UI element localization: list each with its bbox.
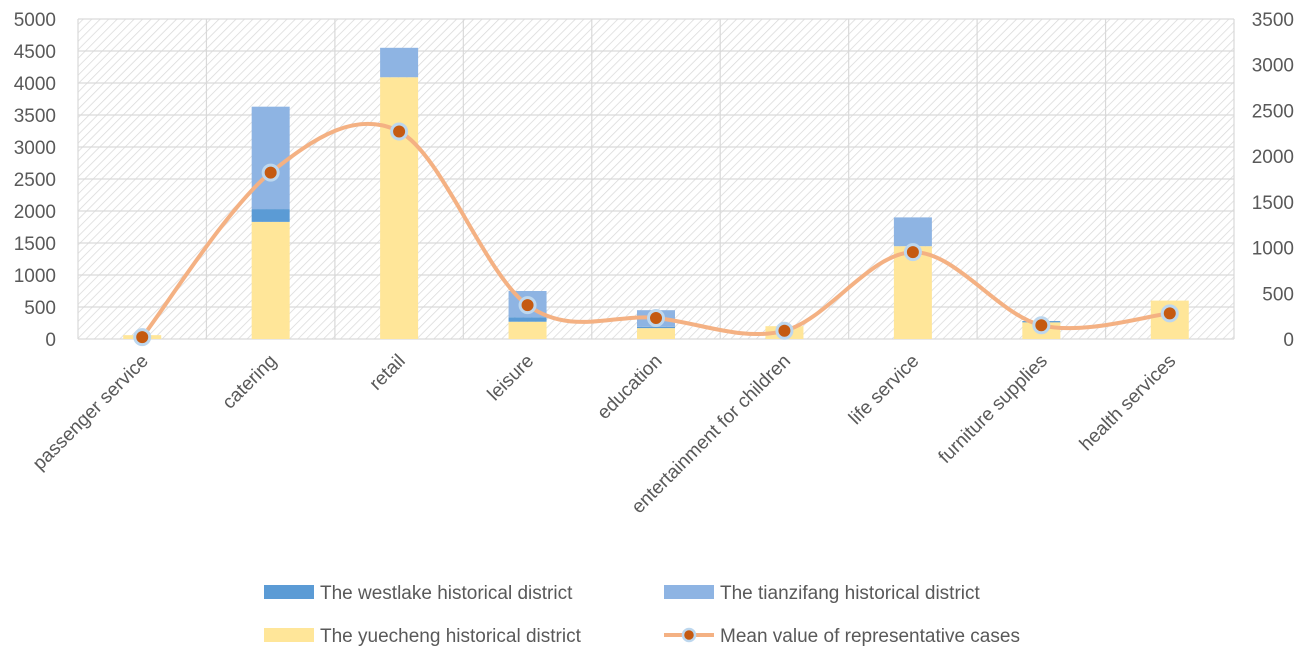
mean-point [903, 243, 922, 262]
x-category-label: education [593, 351, 666, 424]
bar-segment [637, 328, 675, 339]
bar-segment [508, 317, 547, 322]
bar-series [123, 47, 1189, 340]
legend-swatch [664, 585, 714, 599]
y-axis-left: 0 500 1000 1500 2000 2500 3000 3500 4000 4500 5000 [14, 10, 56, 351]
bar-segment [251, 106, 290, 210]
legend: The westlake historical district The tian… [264, 583, 1020, 647]
y-right-tick-label: 500 [1262, 284, 1294, 305]
x-category-label: leisure [484, 351, 538, 405]
bar-segment [380, 47, 419, 78]
y-right-tick-label: 2500 [1252, 101, 1294, 122]
y-right-tick-label: 3500 [1252, 10, 1294, 31]
y-left-tick-label: 4500 [14, 42, 56, 63]
mean-line [140, 121, 1170, 339]
bar-segment [251, 221, 290, 339]
y-axis-right: 0 500 1000 1500 2000 2500 3000 3500 [1252, 10, 1294, 351]
y-left-tick-label: 0 [45, 330, 56, 351]
y-right-tick-label: 0 [1283, 330, 1294, 351]
legend-swatch [264, 585, 314, 599]
bar-segment [508, 321, 547, 339]
mean-point [647, 308, 665, 327]
x-category-label: passenger service [29, 351, 153, 475]
y-left-tick-label: 500 [24, 298, 56, 319]
mean-point [390, 122, 409, 141]
legend-label: Mean value of representative cases [720, 626, 1020, 647]
y-right-tick-label: 1500 [1252, 193, 1294, 214]
x-category-label: life service [845, 351, 923, 429]
legend-swatch [264, 628, 314, 642]
bar-segment [380, 77, 419, 340]
bar-segment [893, 217, 932, 247]
x-category-label: health services [1076, 351, 1180, 455]
y-left-tick-label: 2500 [14, 170, 56, 191]
mean-point [133, 328, 152, 347]
x-category-label: retail [366, 351, 410, 395]
y-left-tick-label: 4000 [14, 74, 56, 95]
mean-line-series [133, 121, 1179, 347]
y-right-tick-label: 1000 [1252, 239, 1294, 260]
x-axis-category-labels: passenger service catering retail leisure ed… [29, 351, 1180, 518]
y-left-tick-label: 2000 [14, 202, 56, 223]
mean-point [261, 163, 280, 182]
legend-label: The yuecheng historical district [320, 626, 582, 647]
y-left-tick-label: 1500 [14, 234, 56, 255]
y-left-tick-label: 1000 [14, 266, 56, 287]
x-category-label: catering [219, 351, 282, 414]
y-right-tick-label: 2000 [1252, 147, 1294, 168]
bar-segment [637, 326, 675, 329]
y-right-tick-label: 3000 [1252, 56, 1294, 77]
legend-label: The westlake historical district [320, 583, 573, 604]
y-left-tick-label: 3000 [14, 138, 56, 159]
legend-marker [681, 627, 697, 643]
x-category-label: furniture supplies [935, 351, 1052, 468]
bar-segment [893, 246, 932, 339]
legend-label: The tianzifang historical district [720, 583, 980, 604]
mean-point [1160, 304, 1179, 323]
mean-point [518, 296, 537, 315]
bar-segment [251, 209, 290, 222]
y-left-tick-label: 5000 [14, 10, 56, 31]
mean-point [1032, 316, 1051, 335]
mean-point [775, 321, 794, 340]
y-left-tick-label: 3500 [14, 106, 56, 127]
